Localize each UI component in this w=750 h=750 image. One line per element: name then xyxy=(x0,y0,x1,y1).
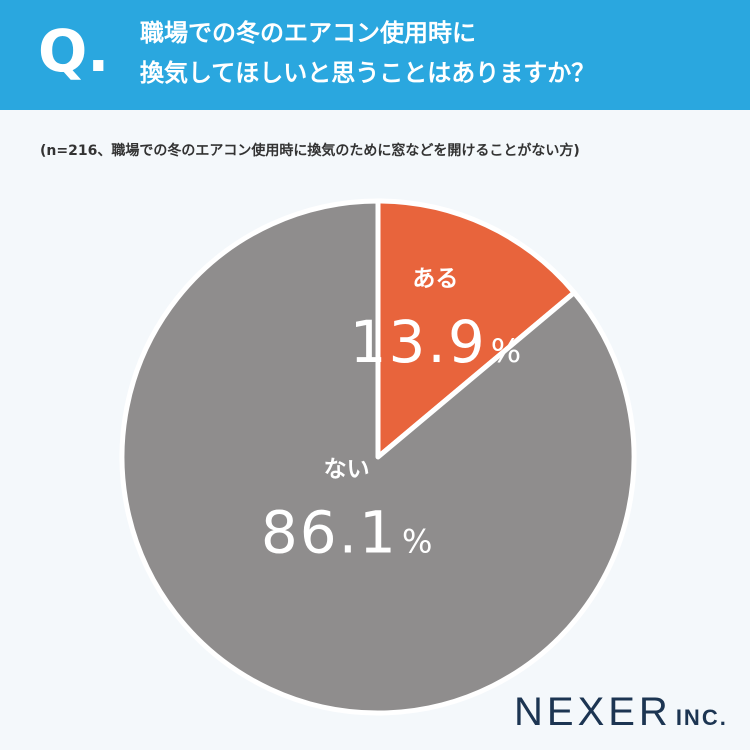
slice-value-1: 13.9% xyxy=(350,308,522,376)
brand-suffix: INC. xyxy=(675,705,728,730)
brand-logo: NEXER INC. xyxy=(514,690,728,735)
question-line-1: 職場での冬のエアコン使用時に xyxy=(140,19,476,47)
q-mark: Q. xyxy=(38,17,110,85)
brand-name: NEXER xyxy=(514,690,672,734)
slice-label-1: ある xyxy=(412,266,458,292)
pie-slice-1 xyxy=(375,198,577,460)
question-line-2: 換気してほしいと思うことはありますか？ xyxy=(140,59,596,87)
sample-note: (n=216、職場での冬のエアコン使用時に換気のために窓などを開けることがない方… xyxy=(40,143,580,159)
slice-value-2: 86.1% xyxy=(261,498,433,566)
pie-slice-2 xyxy=(119,198,637,716)
question-header: Q. 職場での冬のエアコン使用時に 換気してほしいと思うことはありますか？ xyxy=(0,0,750,110)
slice-label-2: ない xyxy=(324,456,370,482)
